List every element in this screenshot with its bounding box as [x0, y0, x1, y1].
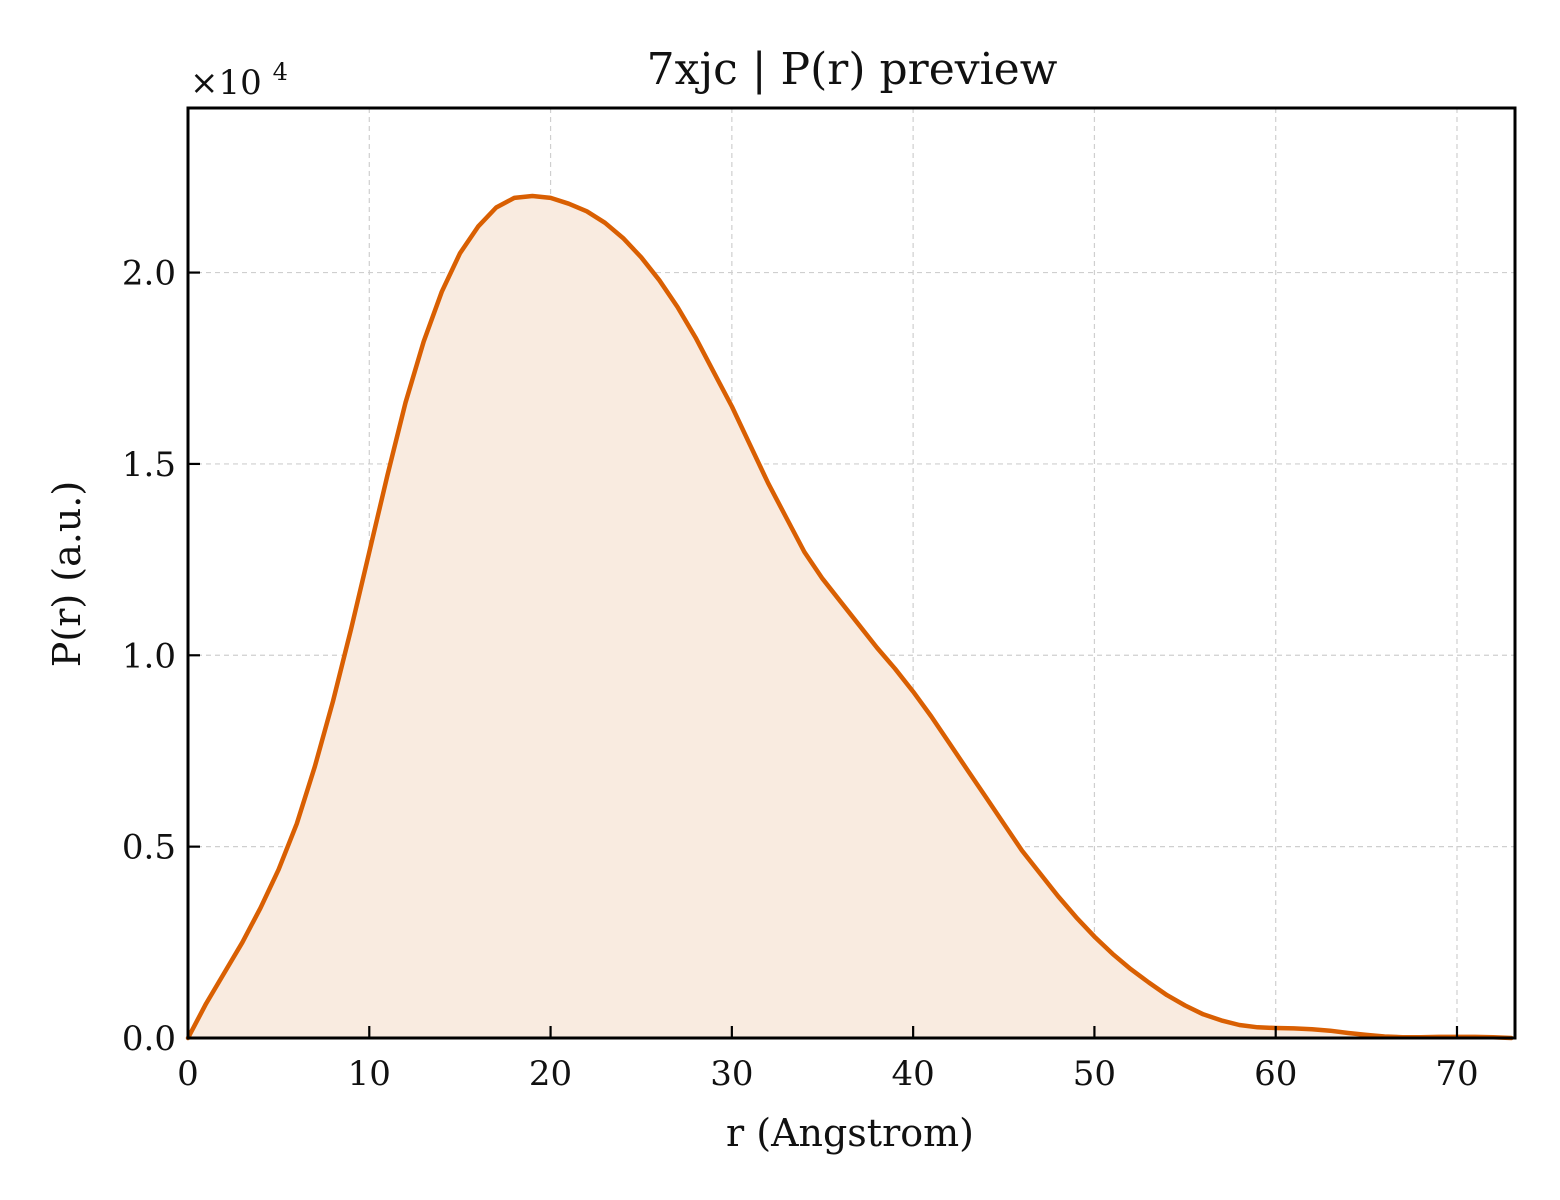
y-axis-label: P(r) (a.u.) [45, 481, 89, 667]
axis-ticks: 0 10 20 30 40 50 60 70 0.0 0.5 1.0 1.5 2.0 [122, 254, 1479, 1094]
pr-curve-line [185, 193, 1514, 1041]
y-axis-offset-label: ×10 4 [190, 58, 288, 103]
y-tick-label: 1.5 [122, 445, 176, 485]
chart-title: 7xjc | P(r) preview [647, 44, 1058, 95]
x-tick-label: 60 [1254, 1054, 1297, 1094]
y-tick-label: 1.0 [122, 636, 176, 676]
pr-area-fill [188, 196, 1512, 1038]
x-tick-label: 20 [529, 1054, 572, 1094]
x-tick-label: 10 [348, 1054, 391, 1094]
plot-frame [186, 106, 1517, 1040]
y-axis-offset-exponent: 4 [273, 58, 288, 86]
y-axis-offset-base: ×10 [190, 63, 262, 103]
x-axis-label: r (Angstrom) [726, 1111, 974, 1155]
x-tick-label: 50 [1073, 1054, 1116, 1094]
y-tick-label: 0.0 [122, 1019, 176, 1059]
x-tick-label: 30 [710, 1054, 753, 1094]
y-tick-label: 2.0 [122, 254, 176, 294]
x-tick-label: 40 [892, 1054, 935, 1094]
x-tick-label: 70 [1435, 1054, 1478, 1094]
y-tick-label: 0.5 [122, 828, 176, 868]
x-tick-label: 0 [177, 1054, 199, 1094]
